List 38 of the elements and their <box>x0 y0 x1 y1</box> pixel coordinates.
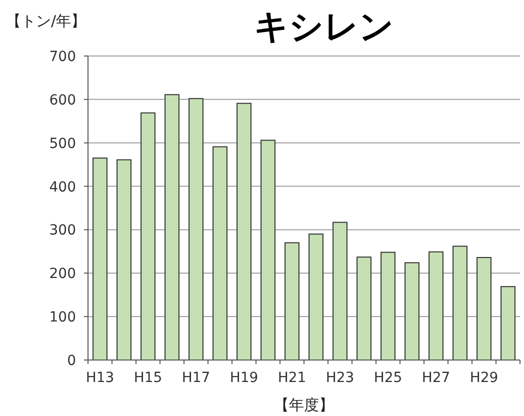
y-tick-label: 100 <box>49 310 76 326</box>
x-tick-label: H21 <box>278 370 306 386</box>
y-tick-label: 400 <box>49 179 76 196</box>
x-tick-label: H17 <box>182 370 210 386</box>
bar <box>452 246 468 360</box>
x-tick-label: H25 <box>374 370 402 386</box>
bar <box>188 98 204 360</box>
x-axis-title: 【年度】 <box>274 396 334 414</box>
bar <box>260 140 276 360</box>
y-tick-label: 300 <box>49 222 76 239</box>
bar <box>284 242 300 360</box>
bar <box>476 257 492 360</box>
bar <box>332 222 348 360</box>
bar <box>164 94 180 360</box>
bar <box>356 256 372 360</box>
x-tick-label: H13 <box>86 370 114 386</box>
x-tick-label: H29 <box>470 370 498 386</box>
bar <box>308 234 324 360</box>
bar <box>380 252 396 360</box>
y-tick-label: 0 <box>67 353 76 369</box>
bar <box>116 159 132 360</box>
x-tick-label: H15 <box>134 370 162 386</box>
bar <box>428 251 444 360</box>
chart-title: キシレン <box>254 7 394 47</box>
y-tick-label: 700 <box>49 49 76 65</box>
bar <box>212 146 228 360</box>
bar <box>236 102 252 360</box>
x-tick-label: H23 <box>326 370 354 386</box>
bar <box>500 286 516 360</box>
y-axis-title: 【トン/年】 <box>6 12 86 30</box>
y-tick-label: 500 <box>49 136 76 152</box>
bar <box>140 112 156 360</box>
x-tick-label: H27 <box>422 370 450 386</box>
bar <box>92 158 108 360</box>
y-tick-label: 600 <box>49 92 76 108</box>
x-tick-label: H19 <box>230 370 258 386</box>
bar <box>404 262 420 360</box>
y-tick-label: 200 <box>49 266 76 282</box>
